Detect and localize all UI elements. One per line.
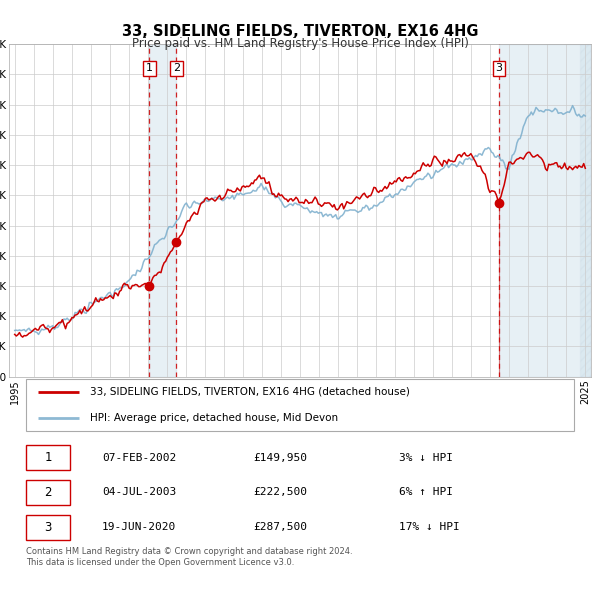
Text: £222,500: £222,500 [253,487,307,497]
Text: 33, SIDELING FIELDS, TIVERTON, EX16 4HG (detached house): 33, SIDELING FIELDS, TIVERTON, EX16 4HG … [91,387,410,397]
Text: £149,950: £149,950 [253,453,307,463]
Text: 3: 3 [44,521,52,534]
Text: 1: 1 [146,63,153,73]
Text: 04-JUL-2003: 04-JUL-2003 [102,487,176,497]
FancyBboxPatch shape [26,379,574,431]
Text: Contains HM Land Registry data © Crown copyright and database right 2024.
This d: Contains HM Land Registry data © Crown c… [26,547,353,566]
Bar [499,44,591,376]
Text: 07-FEB-2002: 07-FEB-2002 [102,453,176,463]
FancyBboxPatch shape [26,480,70,505]
Text: 3% ↓ HPI: 3% ↓ HPI [399,453,453,463]
Bar [580,44,591,376]
Bar [149,44,176,376]
Text: 33, SIDELING FIELDS, TIVERTON, EX16 4HG: 33, SIDELING FIELDS, TIVERTON, EX16 4HG [122,24,478,38]
Text: 1: 1 [44,451,52,464]
Text: 2: 2 [44,486,52,499]
Text: £287,500: £287,500 [253,522,307,532]
Text: 17% ↓ HPI: 17% ↓ HPI [399,522,460,532]
Bar [580,44,591,376]
FancyBboxPatch shape [26,515,70,540]
Text: 6% ↑ HPI: 6% ↑ HPI [399,487,453,497]
Text: HPI: Average price, detached house, Mid Devon: HPI: Average price, detached house, Mid … [91,412,338,422]
Text: 19-JUN-2020: 19-JUN-2020 [102,522,176,532]
FancyBboxPatch shape [26,445,70,470]
Text: 2: 2 [173,63,180,73]
Text: 3: 3 [496,63,502,73]
Text: Price paid vs. HM Land Registry's House Price Index (HPI): Price paid vs. HM Land Registry's House … [131,37,469,50]
